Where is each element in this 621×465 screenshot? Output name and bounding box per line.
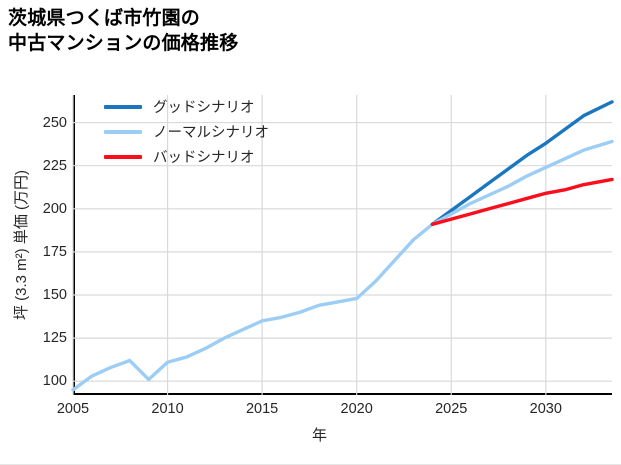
plot-frame	[73, 95, 612, 395]
legend-item[interactable]: グッドシナリオ	[104, 98, 269, 116]
legend-color-swatch	[104, 154, 142, 159]
y-axis-tick-labels: 100 125 150 175 200 225 250	[0, 0, 67, 465]
y-axis-tick-label: 100	[42, 373, 67, 390]
x-axis-tick-label: 2020	[340, 401, 373, 417]
y-axis-tick-label: 250	[42, 114, 67, 131]
legend-item[interactable]: バッドシナリオ	[104, 148, 269, 166]
series-line	[71, 139, 614, 392]
legend-item-label: バッドシナリオ	[153, 150, 255, 166]
y-axis-tick-label: 125	[42, 330, 67, 347]
grid-lines	[72, 95, 612, 395]
chart-legend: グッドシナリオ ノーマルシナリオ バッドシナリオ	[104, 96, 269, 167]
x-axis-tick-label: 2010	[151, 401, 184, 417]
chart-title: 茨城県つくば市竹園の 中古マンションの価格推移	[8, 8, 239, 55]
x-axis-tick-label: 2030	[529, 401, 562, 417]
legend-item[interactable]: ノーマルシナリオ	[104, 123, 269, 141]
legend-item-label: ノーマルシナリオ	[153, 125, 269, 141]
y-axis-tick-label: 200	[42, 200, 67, 217]
x-axis-label: 年	[0, 424, 621, 445]
y-axis-tick-label: 150	[42, 287, 67, 303]
x-axis-label-text: 年	[311, 427, 327, 444]
x-axis-tick-label: 2025	[435, 401, 468, 417]
legend-item-label: グッドシナリオ	[153, 100, 255, 116]
x-axis-tick-label: 2005	[56, 401, 90, 417]
x-axis-tick-labels: 2005 2010 2015 2020 2025 2030	[57, 401, 612, 423]
y-axis-tick-label: 225	[42, 157, 67, 174]
plot-area	[71, 95, 614, 395]
x-axis-tick-label: 2015	[245, 401, 279, 417]
series-lines	[71, 100, 614, 392]
y-axis-tick-label: 175	[42, 243, 67, 260]
series-line	[430, 177, 614, 227]
series-line	[430, 100, 614, 227]
legend-color-swatch	[104, 129, 142, 134]
legend-color-swatch	[104, 104, 142, 109]
